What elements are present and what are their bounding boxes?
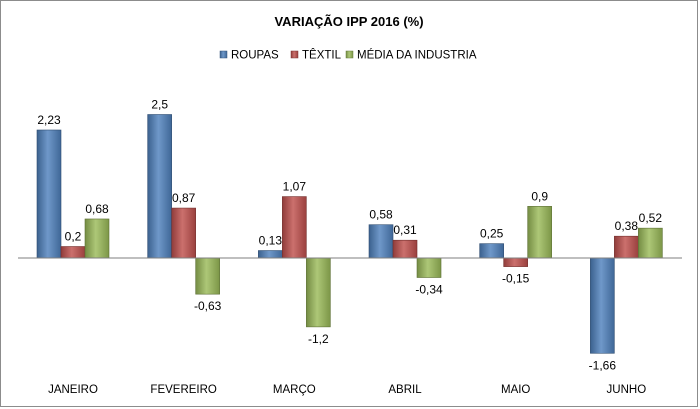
data-labels: 2,230,20,682,50,87-0,630,131,07-1,20,580…: [37, 98, 662, 373]
data-label-0-0: 2,23: [37, 113, 61, 127]
x-tick-label-3: ABRIL: [388, 384, 422, 396]
data-label-2-4: 0,9: [531, 189, 548, 203]
data-label-1-0: 0,2: [65, 230, 82, 244]
data-label-1-4: -0,15: [502, 272, 530, 286]
bar-2-4: [527, 206, 552, 259]
bar-0-5: [590, 257, 615, 354]
bar-1-4: [503, 257, 528, 267]
bar-2-0: [84, 218, 110, 259]
bar-1-1: [171, 207, 196, 259]
x-tick-label-4: MAIO: [501, 384, 530, 396]
data-label-0-3: 0,58: [369, 208, 393, 222]
bar-2-3: [416, 257, 442, 278]
data-label-2-3: -0,34: [415, 283, 443, 297]
data-label-2-2: -1,2: [308, 332, 329, 346]
data-label-0-1: 2,5: [151, 98, 168, 112]
bar-1-5: [614, 235, 639, 259]
bar-1-3: [392, 239, 418, 259]
legend-swatch-2: [345, 50, 354, 59]
x-tick-labels: JANEIRO FEVEREIRO MARÇO ABRIL MAIO JUNHO: [48, 384, 646, 396]
data-label-0-5: -1,66: [589, 358, 617, 372]
bar-2-5: [638, 227, 663, 259]
legend: ROUPAS TÊXTIL MÉDIA DA INDUSTRIA: [219, 49, 477, 62]
bar-0-1: [147, 114, 172, 259]
bar-0-4: [479, 243, 504, 259]
legend-swatch-1: [290, 50, 299, 59]
legend-label-2: MÉDIA DA INDUSTRIA: [357, 49, 477, 62]
data-label-2-1: -0,63: [194, 299, 222, 313]
bar-0-2: [258, 250, 283, 259]
bar-0-0: [36, 129, 62, 259]
bar-0-3: [368, 224, 394, 259]
data-label-1-5: 0,38: [615, 219, 639, 233]
bars: [36, 114, 663, 354]
x-tick-label-5: JUNHO: [607, 384, 647, 396]
bar-1-0: [60, 246, 86, 259]
bar-1-2: [282, 196, 307, 259]
legend-label-1: TÊXTIL: [302, 49, 342, 62]
legend-swatch-0: [219, 50, 228, 59]
data-label-2-0: 0,68: [85, 202, 109, 216]
x-tick-label-1: FEVEREIRO: [150, 384, 217, 396]
bar-2-1: [195, 257, 220, 295]
data-label-2-5: 0,52: [639, 211, 663, 225]
data-label-1-1: 0,87: [172, 191, 196, 205]
data-label-1-2: 1,07: [283, 180, 307, 194]
data-label-0-4: 0,25: [480, 227, 504, 241]
data-label-0-2: 0,13: [259, 234, 283, 248]
chart-title: VARIAÇÃO IPP 2016 (%): [274, 14, 423, 29]
bar-2-2: [306, 257, 331, 328]
legend-label-0: ROUPAS: [231, 50, 279, 62]
data-label-1-3: 0,31: [393, 223, 417, 237]
x-tick-label-2: MARÇO: [273, 384, 316, 396]
x-tick-label-0: JANEIRO: [48, 384, 98, 396]
